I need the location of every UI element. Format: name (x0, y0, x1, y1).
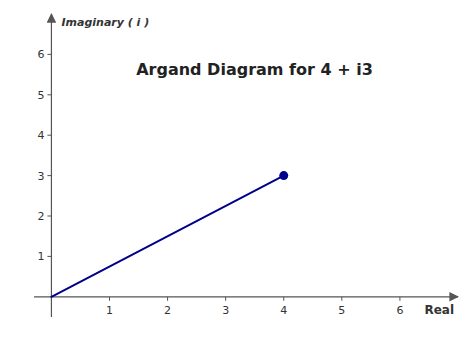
x-tick (283, 297, 284, 301)
y-tick-label: 1 (37, 250, 44, 263)
y-tick-label: 6 (37, 48, 44, 61)
y-tick-label: 2 (37, 210, 44, 223)
x-axis-line (34, 296, 458, 297)
x-tick (225, 297, 226, 301)
x-axis-label: Real (424, 303, 454, 317)
title: Argand Diagram for 4 + i3 (136, 60, 373, 79)
y-tick-label: 4 (37, 129, 44, 142)
x-tick-label: 3 (222, 304, 229, 317)
y-tick-label: 3 (37, 170, 44, 183)
data-group (51, 171, 288, 297)
y-tick (47, 256, 51, 257)
x-tick (167, 297, 168, 301)
x-tick (109, 297, 110, 301)
series-line (51, 176, 283, 297)
x-tick-label: 6 (396, 304, 403, 317)
chart-svg: 1 2 3 4 5 6 1 2 3 4 5 6 Argand Diagram for 4 + i3 Rea… (0, 0, 474, 349)
axes: 1 2 3 4 5 6 1 2 3 4 5 6 (34, 14, 458, 317)
y-tick-label: 5 (37, 89, 44, 102)
x-tick-label: 4 (280, 304, 287, 317)
x-tick-label: 2 (164, 304, 171, 317)
y-tick (47, 94, 51, 95)
y-tick (47, 216, 51, 217)
texts: Argand Diagram for 4 + i3 Real Imaginary (… (61, 16, 454, 317)
data-point (279, 171, 288, 180)
x-tick-label: 1 (106, 304, 113, 317)
y-tick (47, 175, 51, 176)
chart-container: 1 2 3 4 5 6 1 2 3 4 5 6 Argand Diagram for 4 + i3 Rea… (0, 0, 474, 349)
y-tick (47, 135, 51, 136)
y-axis-label: Imaginary ( i ) (61, 16, 149, 29)
x-tick (399, 297, 400, 301)
y-tick (47, 54, 51, 55)
page: {"chart_data": {"type": "line", "title":… (0, 0, 474, 349)
x-tick (341, 297, 342, 301)
y-axis-line (51, 14, 52, 317)
x-tick-label: 5 (338, 304, 345, 317)
